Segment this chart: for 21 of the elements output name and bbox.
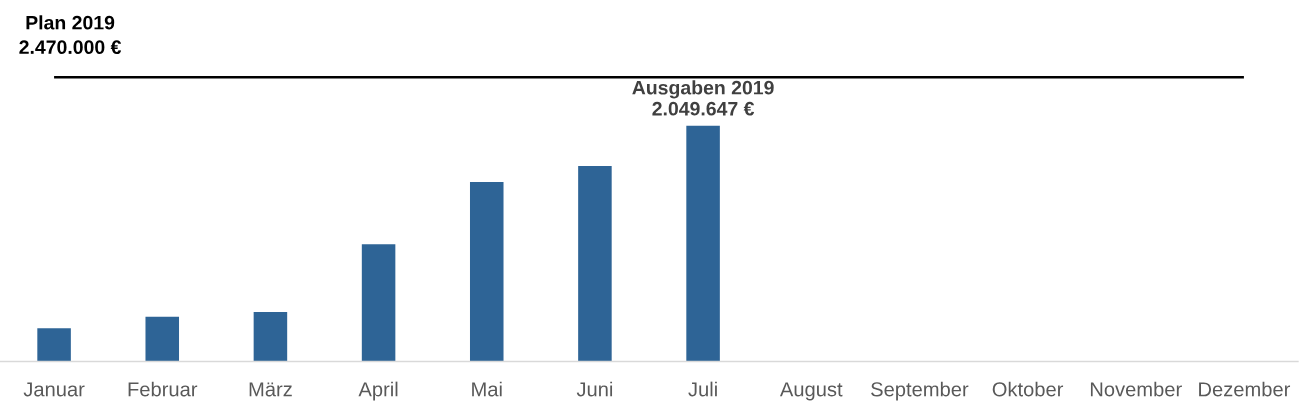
x-tick-label: August — [779, 382, 843, 401]
bar — [469, 182, 504, 362]
x-tick-label: Juni — [576, 381, 613, 397]
bar — [145, 316, 180, 362]
ref-line-label: Plan 2019 2.470.000 € — [19, 15, 122, 55]
x-tick-label: November — [1090, 381, 1182, 397]
x-tick-label: Juli — [688, 381, 717, 397]
x-tick-label: September — [871, 381, 969, 401]
x-tick-label: März — [249, 382, 292, 397]
x-tick-label: Mai — [472, 381, 502, 397]
x-tick-label: Februar — [128, 381, 198, 397]
bar — [37, 328, 71, 362]
x-tick-label: Dezember — [1199, 381, 1291, 397]
bar — [253, 312, 288, 362]
bar — [578, 165, 612, 362]
bar — [361, 244, 396, 362]
x-tick-label: April — [358, 381, 398, 401]
bar — [686, 125, 720, 362]
x-tick-label: Januar — [23, 382, 85, 397]
data-label: Ausgaben 2019 2.049.647 € — [632, 80, 774, 116]
x-tick-label: Oktober — [992, 381, 1064, 397]
